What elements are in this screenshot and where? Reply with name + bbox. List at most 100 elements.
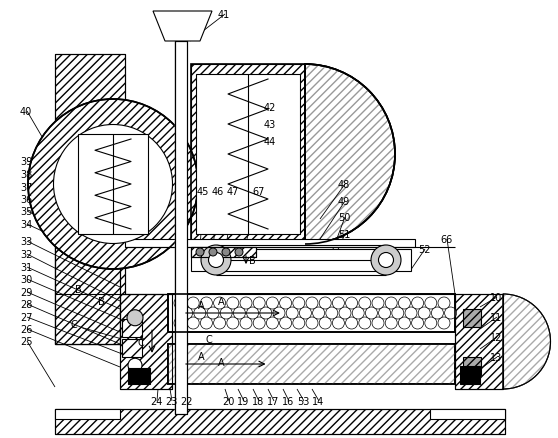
Text: 17: 17 (267, 396, 280, 406)
Circle shape (371, 245, 401, 276)
Circle shape (372, 317, 384, 329)
Text: 29: 29 (20, 287, 32, 297)
Bar (175, 42, 187, 414)
Circle shape (405, 307, 417, 319)
Circle shape (28, 100, 198, 269)
Circle shape (235, 248, 243, 256)
Circle shape (174, 297, 186, 309)
Bar (55, 409, 505, 434)
Circle shape (300, 307, 311, 319)
Circle shape (412, 297, 424, 309)
Text: 47: 47 (227, 187, 239, 197)
Text: 34: 34 (20, 219, 32, 230)
Text: A: A (198, 351, 205, 361)
Circle shape (359, 297, 371, 309)
Circle shape (240, 317, 252, 329)
Circle shape (319, 317, 331, 329)
Bar (175, 42, 187, 414)
Text: 36: 36 (20, 194, 32, 205)
Text: 67: 67 (252, 187, 264, 197)
Circle shape (352, 307, 364, 319)
Circle shape (306, 317, 318, 329)
Text: 43: 43 (264, 120, 276, 130)
Bar (455, 294, 503, 389)
Circle shape (253, 317, 265, 329)
Bar (55, 409, 505, 434)
Bar (463, 310, 481, 328)
Circle shape (266, 317, 278, 329)
Bar (120, 294, 172, 389)
Circle shape (233, 307, 246, 319)
Circle shape (438, 317, 450, 329)
Text: B: B (75, 284, 82, 294)
Text: 26: 26 (20, 324, 32, 334)
Text: 48: 48 (338, 180, 350, 190)
Text: 51: 51 (338, 230, 350, 240)
Text: 20: 20 (222, 396, 234, 406)
Circle shape (372, 297, 384, 309)
Circle shape (247, 307, 258, 319)
Circle shape (187, 317, 199, 329)
Circle shape (392, 307, 404, 319)
Bar (168, 344, 455, 384)
Text: 46: 46 (212, 187, 224, 197)
Text: 50: 50 (338, 212, 350, 223)
Bar (168, 294, 455, 332)
Bar (191, 249, 411, 272)
Circle shape (359, 317, 371, 329)
Circle shape (286, 307, 298, 319)
Text: 66: 66 (440, 234, 452, 244)
Circle shape (425, 317, 437, 329)
Text: A: A (218, 297, 225, 306)
Circle shape (280, 317, 292, 329)
Circle shape (240, 297, 252, 309)
Text: B: B (249, 255, 256, 265)
Text: 28: 28 (20, 299, 32, 309)
Text: 30: 30 (20, 274, 32, 284)
Circle shape (127, 310, 143, 326)
Circle shape (418, 307, 430, 319)
Text: 35: 35 (20, 207, 32, 216)
Circle shape (345, 317, 358, 329)
Circle shape (365, 307, 377, 319)
Text: 25: 25 (20, 336, 32, 346)
Wedge shape (503, 294, 551, 389)
Bar (78, 135, 148, 234)
Bar (168, 344, 455, 384)
Circle shape (306, 297, 318, 309)
Circle shape (326, 307, 338, 319)
Text: 27: 27 (20, 312, 32, 322)
Circle shape (273, 307, 285, 319)
Text: A: A (198, 300, 205, 310)
Bar (122, 339, 142, 357)
Text: 13: 13 (490, 352, 502, 362)
Text: 45: 45 (197, 187, 209, 197)
Text: 52: 52 (418, 244, 431, 254)
Text: 39: 39 (20, 157, 32, 166)
Text: 37: 37 (20, 183, 32, 193)
Text: 49: 49 (338, 197, 350, 207)
Bar (55, 247, 120, 344)
Text: 23: 23 (165, 396, 177, 406)
Circle shape (431, 307, 444, 319)
Circle shape (345, 297, 358, 309)
Bar (463, 357, 481, 375)
Circle shape (312, 307, 325, 319)
Circle shape (412, 317, 424, 329)
Wedge shape (305, 65, 395, 244)
Text: C: C (70, 319, 77, 329)
Circle shape (128, 358, 142, 372)
Text: C: C (205, 334, 211, 344)
Circle shape (378, 307, 391, 319)
Circle shape (425, 297, 437, 309)
Bar (455, 294, 503, 389)
Text: 11: 11 (490, 312, 502, 322)
Circle shape (196, 248, 204, 256)
Bar (128, 368, 150, 384)
Circle shape (260, 307, 272, 319)
Circle shape (385, 297, 397, 309)
Circle shape (333, 317, 344, 329)
Circle shape (339, 307, 351, 319)
Circle shape (253, 297, 265, 309)
Text: 24: 24 (150, 396, 162, 406)
